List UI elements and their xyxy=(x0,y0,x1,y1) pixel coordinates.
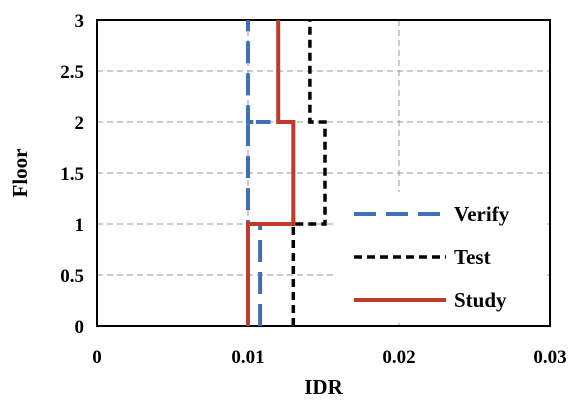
y-tick-label: 0 xyxy=(75,317,85,338)
series-study-line xyxy=(246,20,296,326)
legend: Verify Test Study xyxy=(336,192,547,323)
x-tick-label: 0 xyxy=(92,347,102,368)
y-tick-labels: 0 0.5 1 1.5 2 2.5 3 xyxy=(60,11,84,338)
y-tick-label: 2 xyxy=(75,113,85,134)
x-tick-label: 0.01 xyxy=(231,347,264,368)
y-axis-title: Floor xyxy=(8,149,32,198)
x-axis-title: IDR xyxy=(304,375,343,399)
y-tick-label: 1 xyxy=(75,215,85,236)
legend-label-test: Test xyxy=(454,245,491,269)
x-tick-label: 0.02 xyxy=(382,347,415,368)
y-tick-label: 1.5 xyxy=(60,164,84,185)
y-tick-label: 3 xyxy=(75,11,85,32)
legend-label-study: Study xyxy=(454,288,507,312)
plot-frame xyxy=(96,19,551,327)
series-layer xyxy=(246,20,327,326)
legend-label-verify: Verify xyxy=(454,202,510,226)
y-tick-label: 0.5 xyxy=(60,266,84,287)
x-tick-labels: 0 0.01 0.02 0.03 xyxy=(92,347,566,368)
y-tick-label: 2.5 xyxy=(60,62,84,83)
x-tick-label: 0.03 xyxy=(533,347,566,368)
series-test-line xyxy=(291,20,327,326)
